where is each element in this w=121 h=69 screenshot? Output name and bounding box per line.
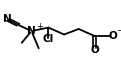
Text: N: N bbox=[3, 14, 12, 24]
Text: O: O bbox=[108, 31, 117, 41]
Text: N: N bbox=[27, 26, 36, 36]
Text: −: − bbox=[116, 27, 121, 36]
Text: O: O bbox=[90, 45, 99, 55]
Text: +: + bbox=[37, 22, 43, 31]
Text: Cl: Cl bbox=[43, 34, 54, 44]
